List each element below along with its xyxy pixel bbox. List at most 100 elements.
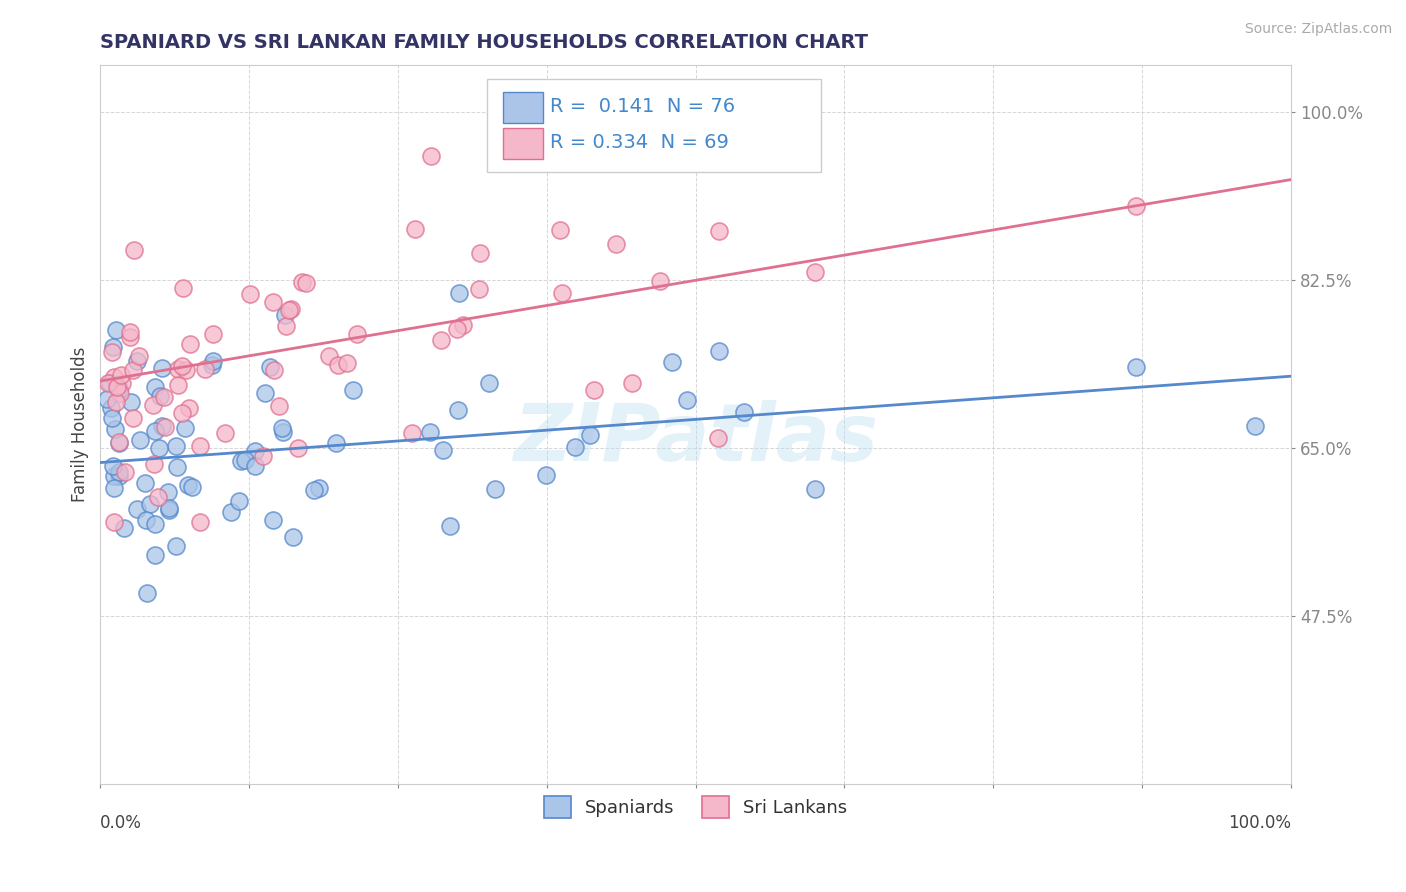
Point [709,344,731,359]
Point [101,344,124,359]
Point [107,434,129,449]
Point [114,465,136,479]
Point [143,516,166,531]
Point [143,548,166,562]
Point [134,476,156,491]
Point [550,285,572,300]
Point [103,370,125,384]
Y-axis label: Family Households: Family Households [72,346,89,502]
Point [271,425,294,439]
Point [135,513,157,527]
Point [294,276,316,290]
Legend: Spaniards, Sri Lankans: Spaniards, Sri Lankans [537,789,855,825]
Point [262,513,284,527]
Point [277,303,299,318]
Point [97,376,120,391]
Point [253,385,276,400]
Point [605,236,627,251]
Point [1244,419,1267,434]
Point [346,327,368,342]
Point [262,295,284,310]
Point [120,394,142,409]
Point [129,434,152,448]
Point [291,275,314,289]
Point [153,419,176,434]
Point [188,439,211,453]
Point [243,444,266,458]
Point [179,401,201,415]
Point [107,436,129,450]
Point [108,385,131,400]
Point [157,500,180,515]
FancyBboxPatch shape [488,78,821,172]
Point [318,349,340,363]
Point [103,340,125,354]
Point [107,382,129,396]
Point [103,469,125,483]
Point [1125,360,1147,375]
Point [308,481,330,495]
Point [564,441,586,455]
Point [108,466,131,480]
Point [401,425,423,440]
Point [404,222,426,236]
Point [252,449,274,463]
Point [166,378,188,392]
Point [173,421,195,435]
Point [342,384,364,398]
Point [159,502,181,516]
Point [96,392,118,406]
Point [620,376,643,390]
Point [803,482,825,496]
Point [105,380,128,394]
Point [143,380,166,394]
Point [432,443,454,458]
Point [201,326,224,341]
Point [103,481,125,495]
Point [325,435,347,450]
Point [648,274,671,288]
Point [166,459,188,474]
Point [166,361,188,376]
Point [180,479,202,493]
Point [1125,199,1147,213]
Point [228,494,250,508]
Point [128,349,150,363]
FancyBboxPatch shape [503,128,543,160]
Point [326,359,349,373]
Point [118,326,141,340]
Point [287,441,309,455]
Point [478,376,501,390]
Point [676,393,699,408]
Point [733,405,755,419]
Point [239,287,262,301]
Point [105,323,128,337]
Point [136,586,159,600]
Text: SPANIARD VS SRI LANKAN FAMILY HOUSEHOLDS CORRELATION CHART: SPANIARD VS SRI LANKAN FAMILY HOUSEHOLDS… [100,33,869,52]
Point [172,359,194,373]
Point [661,355,683,369]
Point [707,431,730,445]
Point [122,244,145,258]
Point [150,419,173,434]
Text: ZIPatlas: ZIPatlas [513,400,879,477]
Point [281,530,304,544]
Point [156,485,179,500]
Point [139,497,162,511]
Point [447,286,470,301]
Point [447,403,470,417]
Point [468,245,491,260]
Text: R = 0.334  N = 69: R = 0.334 N = 69 [550,134,730,153]
Point [177,478,200,492]
Point [214,426,236,441]
Point [201,354,224,368]
Point [100,401,122,415]
Point [803,265,825,279]
Point [165,439,187,453]
Point [143,424,166,438]
Point [446,322,468,336]
Point [165,539,187,553]
Point [174,363,197,377]
Point [103,458,125,473]
Point [122,362,145,376]
